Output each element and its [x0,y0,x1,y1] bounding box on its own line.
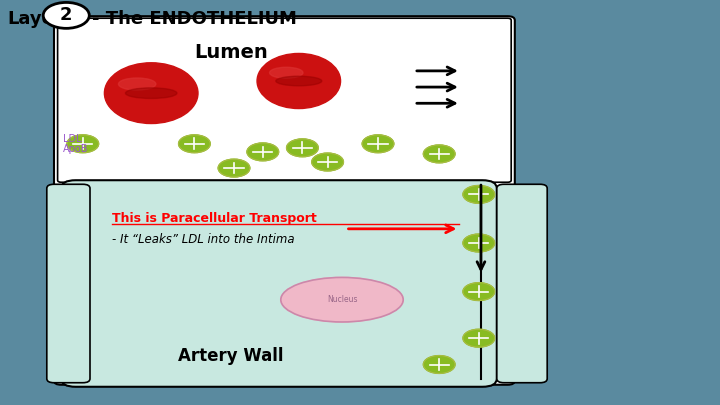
FancyBboxPatch shape [47,184,90,383]
Text: Nucleus: Nucleus [327,295,357,304]
Text: - It “Leaks” LDL into the Intima: - It “Leaks” LDL into the Intima [112,233,294,246]
Circle shape [423,356,455,373]
Ellipse shape [281,277,403,322]
Text: Lumen: Lumen [194,43,268,62]
Ellipse shape [276,76,322,86]
Ellipse shape [104,63,198,124]
Text: 2: 2 [60,6,73,24]
FancyBboxPatch shape [497,184,547,383]
Circle shape [287,139,318,157]
Text: This is Paracellular Transport: This is Paracellular Transport [112,212,316,225]
Circle shape [43,2,89,28]
Ellipse shape [269,67,303,78]
Ellipse shape [118,78,156,90]
Ellipse shape [125,88,177,98]
Ellipse shape [257,53,341,109]
Circle shape [179,135,210,153]
Text: - The ENDOTHELIUM: - The ENDOTHELIUM [92,10,297,28]
FancyBboxPatch shape [61,180,497,387]
FancyBboxPatch shape [58,18,511,182]
Circle shape [463,329,495,347]
Circle shape [463,283,495,301]
Circle shape [67,135,99,153]
Circle shape [362,135,394,153]
Text: Layer: Layer [7,10,63,28]
Text: Artery Wall: Artery Wall [178,347,284,365]
Circle shape [218,159,250,177]
Circle shape [463,234,495,252]
Text: LDL: LDL [63,134,82,143]
FancyBboxPatch shape [54,16,515,385]
Text: ApoB: ApoB [63,144,89,154]
Circle shape [423,145,455,163]
Circle shape [247,143,279,161]
Circle shape [463,185,495,203]
Circle shape [312,153,343,171]
